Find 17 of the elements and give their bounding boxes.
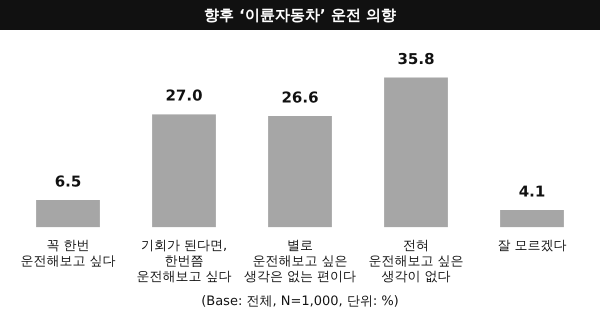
data-label: 35.8 [397, 50, 435, 68]
bar [268, 116, 332, 228]
chart-title: 향후 ‘이륜자동차’ 운전 의향 [0, 0, 600, 30]
data-label: 6.5 [54, 172, 82, 190]
x-tick-label: 전혀 운전해보고 싶은 생각이 없다 [368, 238, 464, 285]
x-tick-label: 기회가 된다면, 한번쯤 운전해보고 싶다 [136, 238, 232, 285]
bar [384, 78, 448, 228]
bar [500, 210, 564, 228]
data-label: 4.1 [518, 182, 546, 200]
x-tick-label: 별로 운전해보고 싶은 생각은 없는 편이다 [244, 238, 356, 285]
x-tick-label: 꼭 한번 운전해보고 싶다 [20, 238, 116, 269]
x-tick-label: 잘 모르겠다 [497, 238, 567, 254]
text: (Base: 전체, N=1,000, 단위: %) [200, 293, 400, 310]
bar [152, 114, 216, 228]
bar [36, 200, 100, 228]
data-label: 27.0 [165, 86, 203, 105]
data-label: 26.6 [281, 88, 319, 106]
